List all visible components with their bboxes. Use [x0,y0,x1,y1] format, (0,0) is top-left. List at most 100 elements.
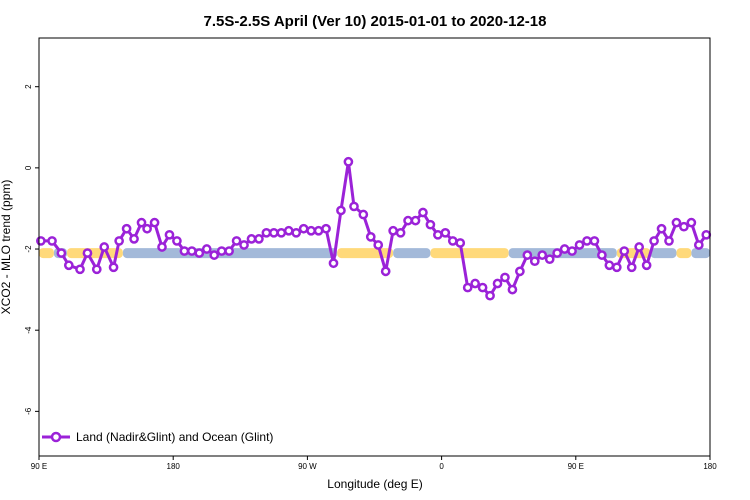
data-point [492,278,503,289]
band-segment-ocean [691,248,710,259]
data-point [201,244,212,254]
surface-band [39,248,710,259]
plot-area [36,37,712,457]
data-point [485,290,495,301]
data-point [507,284,518,295]
y-tick-label: -4 [24,326,33,334]
y-tick-label: -6 [24,407,33,415]
band-segment-land [39,248,54,259]
data-point [388,225,398,236]
data-point [298,223,309,234]
data-point [552,248,563,258]
data-point [186,246,197,256]
y-tick-label: 0 [24,165,33,170]
data-point [75,264,85,275]
data-point [656,223,667,234]
legend-marker [50,431,62,443]
band-segment-ocean [393,248,431,259]
data-point [664,236,674,246]
data-point [336,205,346,216]
data-point [365,232,376,242]
data-point [567,246,577,256]
data-point [99,242,110,252]
data-point [462,282,473,293]
x-tick-label: 180 [703,462,717,471]
data-point [373,240,384,250]
data-point [172,236,182,246]
data-point [194,248,205,258]
plot-frame [38,37,711,457]
data-point [671,217,682,228]
data-point [231,236,242,246]
data-point [142,223,152,234]
data-point [418,207,428,218]
data-point [433,229,443,240]
data-point [216,246,227,256]
data-point [440,227,451,238]
data-point [701,229,712,240]
data-point [380,266,391,277]
band-segment-land [430,248,509,259]
data-point [559,244,570,254]
band-segment-land [337,248,394,259]
data-point [63,260,74,271]
data-point [321,223,331,234]
data-point [358,209,369,220]
data-point [574,240,585,250]
data-point [283,225,294,236]
x-axis-label: Longitude (deg E) [327,477,422,491]
data-point [209,250,220,260]
x-tick-label: 180 [167,462,181,471]
data-point [477,282,488,293]
data-point [269,227,279,238]
x-axis: 90 E 180 90 W 0 90 E 180 [31,456,717,471]
data-point [537,250,548,260]
data-point [224,246,234,256]
data-point [500,272,510,283]
data-point [515,266,525,277]
x-tick-label: 90 E [568,462,584,471]
data-point [91,264,102,275]
data-point [522,250,533,260]
data-point [403,215,413,226]
data-point [343,156,354,167]
chart-title: 7.5S-2.5S April (Ver 10) 2015-01-01 to 2… [204,13,547,30]
data-point [611,262,622,273]
x-tick-label: 90 E [31,462,47,471]
data-point [641,260,652,271]
data-point [410,215,421,226]
data-point [349,201,359,212]
data-point [634,242,645,252]
band-segment-land [676,248,692,259]
series-layer [36,156,712,301]
data-point [313,225,324,236]
data-point [246,234,257,244]
data-point [114,236,124,246]
data-point [56,248,67,258]
data-point [36,236,46,246]
data-point [649,236,659,246]
data-point [179,246,190,256]
legend: Land (Nadir&Glint) and Ocean (Glint) [42,430,273,444]
data-point [619,246,630,256]
data-point [544,254,555,265]
band-segment-ocean [650,248,677,259]
data-point [589,236,600,246]
data-point [597,250,607,260]
data-point [306,225,316,236]
data-point [328,258,339,269]
data-point [121,223,132,234]
x-tick-label: 90 W [298,462,317,471]
data-point [291,227,302,238]
data-point [157,242,167,252]
data-point [604,260,615,271]
data-point [626,262,637,273]
data-point [447,236,458,246]
data-point [82,248,93,258]
data-point [276,227,287,238]
series-line [40,160,708,298]
data-point [693,240,704,250]
legend-label: Land (Nadir&Glint) and Ocean (Glint) [76,430,273,444]
data-point [582,236,592,246]
